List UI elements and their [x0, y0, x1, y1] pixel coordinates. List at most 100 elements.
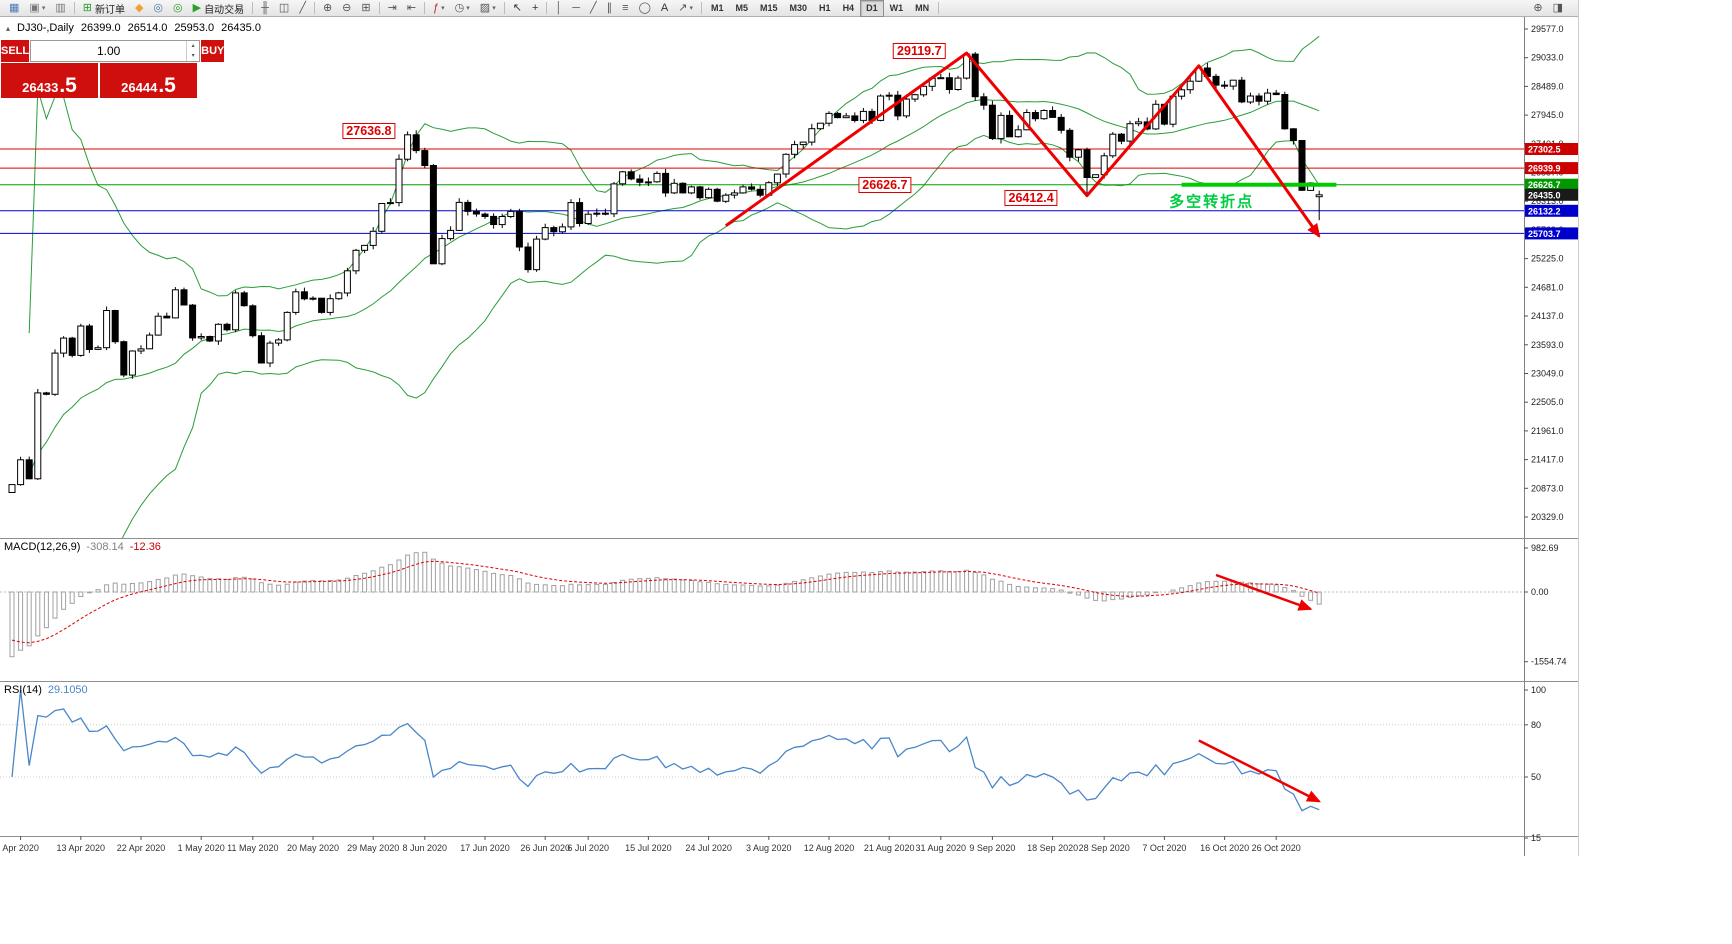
timeframe-d1[interactable]: D1 [860, 0, 884, 17]
price-tag [1525, 227, 1578, 240]
fibonacci-icon[interactable]: ≡ [618, 0, 632, 17]
macd-label: MACD(12,26,9) [4, 541, 81, 553]
svg-text:29 May 2020: 29 May 2020 [347, 843, 399, 853]
rsi-label: RSI(14) [4, 684, 42, 696]
timeframe-h1-label: H1 [819, 3, 831, 13]
market-watch-icon: ▥ [55, 1, 66, 14]
timeframe-mn-label: MN [915, 3, 930, 13]
timeframe-mn[interactable]: MN [909, 0, 935, 17]
horizontal-line-icon: ─ [572, 1, 581, 14]
zoom-in-icon[interactable]: ⊕ [319, 0, 336, 17]
price-tag [1525, 178, 1578, 191]
templates-icon[interactable]: ▨ ▾ [476, 0, 500, 17]
svg-text:26132.2: 26132.2 [1528, 206, 1561, 216]
channel-icon[interactable]: ∥ [603, 0, 617, 17]
text-icon[interactable]: A [657, 0, 672, 17]
ohlc-open: 26399.0 [80, 22, 121, 34]
profiles-icon[interactable]: ▣ ▾ [25, 0, 49, 17]
line-chart-icon[interactable]: ╱ [295, 0, 310, 17]
trendline-icon[interactable]: ╱ [586, 0, 601, 17]
svg-text:22505.0: 22505.0 [1531, 397, 1564, 407]
price-tag [1525, 204, 1578, 217]
svg-text:23049.0: 23049.0 [1531, 369, 1564, 379]
svg-text:28489.0: 28489.0 [1531, 81, 1564, 91]
horizontal-line-icon[interactable]: ─ [568, 0, 584, 17]
zoom-group: ⊕ ⊖ ⊞ [318, 0, 376, 17]
svg-text:27302.5: 27302.5 [1528, 145, 1561, 155]
chevron-down-icon: ▾ [492, 5, 496, 12]
zoom-out-icon[interactable]: ⊖ [338, 0, 355, 17]
svg-text:20873.0: 20873.0 [1531, 483, 1564, 493]
chevron-down-icon: ▾ [466, 5, 470, 12]
sell-price[interactable]: 26433 .5 [1, 63, 98, 98]
crosshair-icon[interactable]: + [528, 0, 542, 17]
buy-price[interactable]: 26444 .5 [100, 63, 197, 98]
svg-text:27945.0: 27945.0 [1531, 110, 1564, 120]
timeframe-m15[interactable]: M15 [754, 0, 784, 17]
svg-text:20329.0: 20329.0 [1531, 512, 1564, 522]
buy-button[interactable]: BUY [201, 40, 225, 62]
zoom-out-icon: ⊖ [342, 1, 352, 14]
svg-text:982.69: 982.69 [1531, 543, 1559, 553]
svg-text:80: 80 [1531, 720, 1541, 730]
bar-chart-icon: ╫ [261, 1, 269, 14]
chevron-down-icon: ▾ [441, 5, 445, 12]
periods-icon[interactable]: ◷ ▾ [451, 0, 474, 17]
rsi-trend-arrow[interactable] [1198, 739, 1321, 803]
arrows-icon: ↗ [678, 1, 688, 14]
bar-chart-icon[interactable]: ╫ [257, 0, 273, 17]
macd-trend-arrow[interactable] [1215, 573, 1313, 611]
tile-windows-icon[interactable]: ⊞ [357, 0, 374, 17]
timeframe-m1[interactable]: M1 [705, 0, 730, 17]
timeframe-m30[interactable]: M30 [784, 0, 814, 17]
market-watch-icon[interactable]: ▥ [51, 0, 69, 17]
candlestick-chart-icon[interactable]: ◫ [275, 0, 293, 17]
arrows-icon[interactable]: ↗ ▾ [674, 0, 697, 17]
line-chart-icon: ╱ [299, 1, 306, 14]
timeframe-w1[interactable]: W1 [884, 0, 910, 17]
market-icon[interactable]: ◎ [149, 0, 167, 17]
volume-down-icon[interactable]: ▾ [191, 53, 195, 59]
sell-button[interactable]: SELL [1, 40, 30, 62]
profiles-icon: ▣ [29, 1, 40, 14]
cursor-icon[interactable]: ↖ [509, 0, 526, 17]
data-window-icon: ◨ [1552, 1, 1563, 14]
cursor-group: ↖ + [508, 0, 544, 17]
new-order-button[interactable]: ⊞ 新订单 [79, 0, 129, 17]
ohlc-close: 26435.0 [221, 22, 261, 34]
volume-input[interactable] [31, 41, 187, 61]
candles [8, 52, 1323, 494]
signals-icon[interactable]: ◎ [169, 0, 187, 17]
timeframe-h4[interactable]: H4 [837, 0, 861, 17]
data-window-icon[interactable]: ◨ [1549, 0, 1567, 17]
svg-text:21 Aug 2020: 21 Aug 2020 [864, 843, 915, 853]
toolbar-separator [503, 2, 505, 14]
new-chart-icon[interactable]: ▦ [5, 0, 23, 17]
macd-main-value: -308.14 [86, 541, 124, 553]
ellipse-icon[interactable]: ◯ [635, 0, 655, 17]
timeframe-h1[interactable]: H1 [813, 0, 837, 17]
price-tag [1525, 188, 1578, 201]
timeframe-m5[interactable]: M5 [730, 0, 755, 17]
cursor-icon: ↖ [512, 1, 522, 14]
symbol-name: DJ30-,Daily [17, 22, 74, 34]
templates-icon: ▨ [479, 1, 491, 14]
zoom-in-icon: ⊕ [322, 1, 333, 14]
ohlc-readout: ▴ DJ30-,Daily 26399.0 26514.0 25953.0 26… [6, 22, 261, 34]
auto-scroll-icon[interactable]: ⇥ [384, 0, 401, 17]
volume-up-icon[interactable]: ▴ [191, 43, 195, 49]
indicators-icon[interactable]: ƒ ▾ [429, 0, 449, 17]
search-icon[interactable]: ⊕ [1529, 0, 1546, 17]
chart-shift-icon[interactable]: ⇤ [403, 0, 420, 17]
svg-text:15: 15 [1531, 833, 1541, 843]
mql5-community-icon[interactable]: ◆ [131, 0, 147, 17]
sell-price-main: 26433 [22, 79, 59, 95]
new-chart-icon: ▦ [9, 1, 20, 14]
autotrading-button[interactable]: ▶ 自动交易 [189, 0, 248, 17]
svg-text:21417.0: 21417.0 [1531, 455, 1564, 465]
trend-arrow[interactable] [724, 51, 1321, 238]
collapse-icon[interactable]: ▴ [6, 23, 11, 33]
timeframe-d1-label: D1 [866, 3, 878, 13]
vertical-line-icon[interactable]: │ [551, 0, 566, 17]
